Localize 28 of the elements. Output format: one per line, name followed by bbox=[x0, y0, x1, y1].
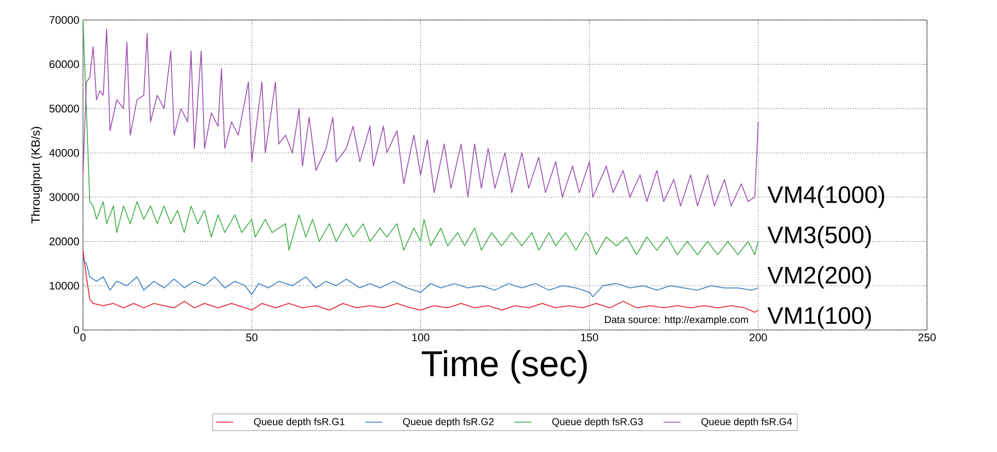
annotation: VM1(100) bbox=[767, 306, 871, 329]
annotation: VM2(200) bbox=[767, 266, 871, 288]
x-tick-label: 200 bbox=[750, 334, 767, 342]
y-tick-label: 30000 bbox=[49, 193, 80, 202]
y-tick-label: 40000 bbox=[49, 148, 80, 157]
y-tick-label: 20000 bbox=[50, 238, 80, 246]
x-tick-label: 50 bbox=[246, 334, 258, 342]
x-tick-label: 100 bbox=[412, 334, 430, 342]
y-axis-title: Throughput (KB/s) bbox=[31, 126, 42, 224]
line-series bbox=[82, 20, 759, 256]
x-tick-label: 0 bbox=[80, 334, 86, 342]
line-series bbox=[82, 28, 759, 206]
legend-label: Queue depth fsR.G3 bbox=[552, 418, 643, 428]
annotation: VM3(500) bbox=[767, 226, 871, 248]
y-tick-label: 60000 bbox=[50, 60, 80, 68]
legend-label: Queue depth fsR.G2 bbox=[403, 418, 494, 428]
annotation: VM4(1000) bbox=[767, 186, 884, 208]
x-tick-label: 150 bbox=[581, 334, 598, 342]
y-tick-label: 50000 bbox=[49, 104, 80, 112]
x-tick-label: 250 bbox=[918, 334, 936, 342]
line-series bbox=[82, 250, 759, 313]
x-axis-title: Time (sec) bbox=[422, 350, 587, 384]
y-tick-label: 10000 bbox=[50, 282, 80, 290]
y-tick-label: 0 bbox=[74, 326, 80, 334]
y-tick-label: 70000 bbox=[50, 16, 80, 24]
legend-label: Queue depth fsR.G4 bbox=[701, 418, 792, 428]
annotation: Data source: http://example.com bbox=[605, 316, 748, 326]
legend-label: Queue depth fsR.G1 bbox=[254, 418, 344, 428]
